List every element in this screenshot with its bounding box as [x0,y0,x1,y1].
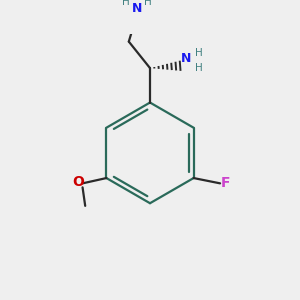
Text: H: H [144,0,152,8]
Text: H: H [195,63,203,73]
Text: N: N [132,2,142,15]
Text: F: F [221,176,231,190]
Text: O: O [72,175,84,189]
Text: N: N [181,52,191,65]
Text: H: H [195,48,203,58]
Text: H: H [122,0,130,8]
